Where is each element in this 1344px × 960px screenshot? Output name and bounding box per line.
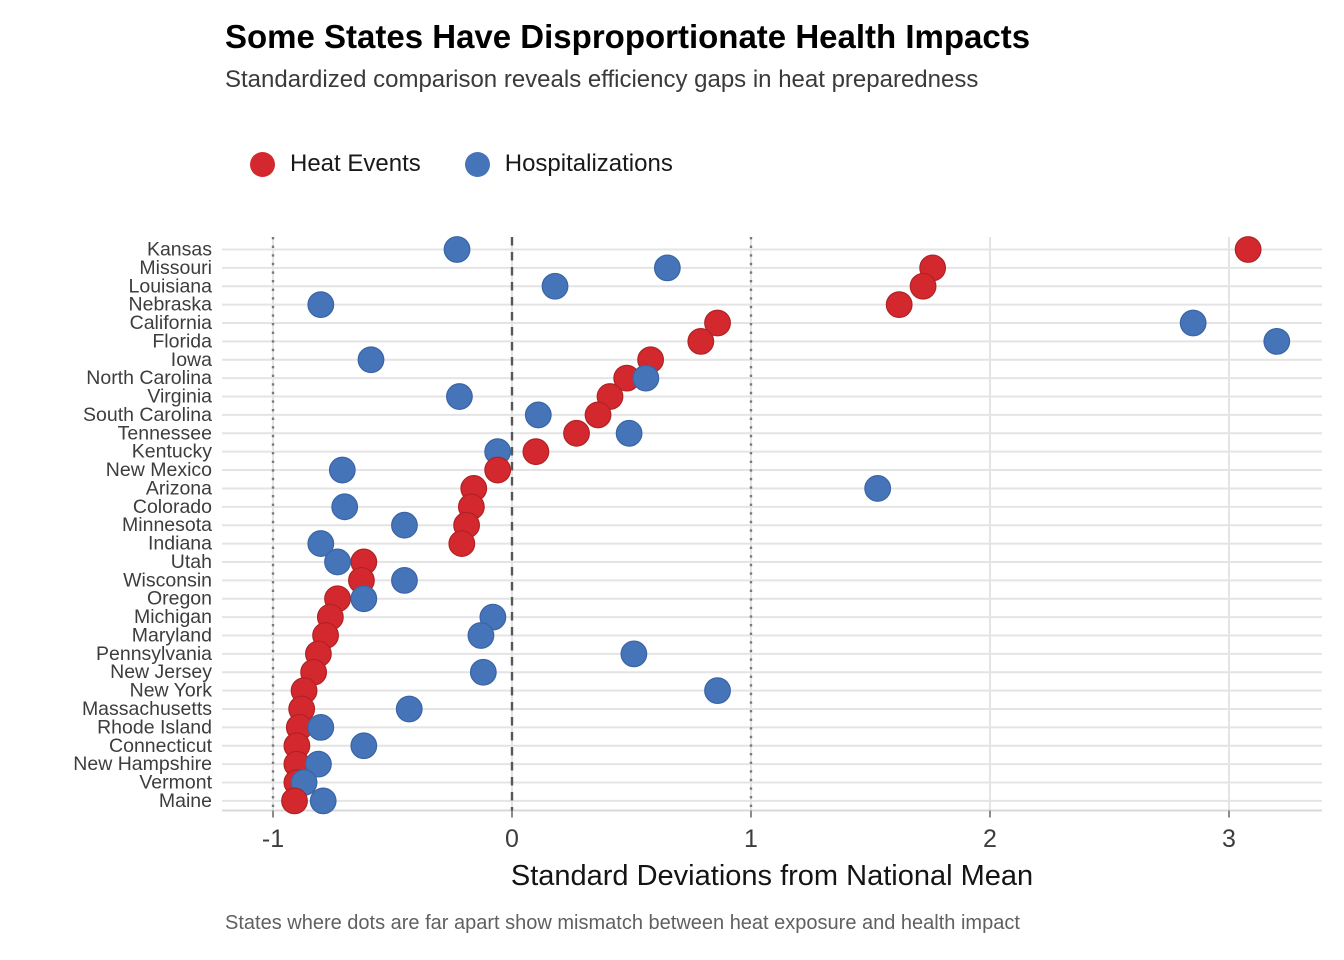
x-axis-tick-label: 2	[983, 825, 997, 853]
y-axis-label: Wisconsin	[123, 569, 212, 591]
heat-events-dot	[448, 530, 476, 557]
chart-title: Some States Have Disproportionate Health…	[225, 18, 1031, 55]
legend-label-heat-events: Heat Events	[290, 150, 421, 177]
hospitalizations-dot	[307, 713, 335, 741]
x-axis-title: Standard Deviations from National Mean	[511, 860, 1033, 892]
y-axis-label: Pennsylvania	[96, 643, 212, 665]
hospitalizations-dot	[467, 622, 495, 649]
y-axis-label: South Carolina	[83, 404, 212, 426]
y-axis-label: Massachusetts	[82, 698, 212, 720]
chart-subtitle: Standardized comparison reveals efficien…	[225, 66, 979, 93]
y-axis-label: Tennessee	[118, 422, 212, 444]
hospitalizations-dot	[350, 732, 378, 760]
y-axis-label: Louisiana	[129, 275, 213, 297]
hospitalizations-dot	[615, 419, 643, 447]
hospitalizations-swatch-icon	[464, 151, 490, 177]
x-axis-tick-label: 0	[505, 825, 519, 853]
y-axis-label: Arizona	[146, 477, 212, 499]
y-axis-label: Colorado	[133, 496, 212, 518]
y-axis-label: Iowa	[171, 349, 212, 371]
legend-label-hospitalizations: Hospitalizations	[504, 150, 673, 177]
hospitalizations-dot	[864, 475, 892, 502]
y-axis-label: New Mexico	[106, 459, 212, 481]
hospitalizations-dot	[391, 566, 418, 594]
heat-events-dot	[281, 787, 308, 815]
y-axis-label: Rhode Island	[97, 716, 212, 738]
legend-item-heat-events: Heat Events	[250, 150, 421, 178]
y-axis-label: New Hampshire	[73, 753, 212, 775]
hospitalizations-dot	[443, 236, 471, 263]
heat-events-dot	[522, 438, 550, 466]
y-axis-label: Connecticut	[109, 735, 213, 757]
hospitalizations-dot	[395, 695, 423, 723]
y-axis-label: Kansas	[147, 239, 212, 261]
hospitalizations-dot	[620, 640, 648, 668]
hospitalizations-dot	[331, 493, 359, 521]
y-axis-label: Michigan	[134, 606, 212, 628]
hospitalizations-dot	[469, 658, 497, 686]
hospitalizations-dot	[307, 291, 335, 319]
x-axis-tick-label: -1	[262, 825, 284, 853]
chart-caption: States where dots are far apart show mis…	[225, 912, 1020, 934]
hospitalizations-dot	[305, 750, 332, 778]
y-axis-label: Kentucky	[132, 441, 212, 463]
y-axis-label: Indiana	[148, 533, 212, 555]
y-axis-label: North Carolina	[86, 367, 212, 389]
hospitalizations-dot	[1263, 328, 1291, 355]
legend: Heat Events Hospitalizations	[250, 150, 673, 178]
y-axis-label: New Jersey	[110, 661, 212, 683]
heat-events-dot	[584, 401, 612, 429]
y-axis-label: Maine	[159, 790, 212, 812]
heat-events-swatch-icon	[250, 151, 275, 177]
heat-events-dot	[1234, 236, 1262, 263]
y-axis-label: Florida	[152, 330, 212, 352]
y-axis-label: Utah	[171, 551, 212, 573]
y-axis-label: New York	[130, 680, 213, 702]
heat-events-dot	[704, 309, 731, 337]
hospitalizations-dot	[632, 364, 660, 392]
heat-events-dot	[885, 291, 913, 319]
legend-item-hospitalizations: Hospitalizations	[464, 150, 673, 178]
hospitalizations-dot	[328, 456, 356, 484]
heat-events-dot	[484, 456, 512, 484]
hospitalizations-dot	[391, 511, 418, 539]
hospitalizations-dot	[541, 272, 569, 300]
hospitalizations-dot	[704, 677, 731, 705]
hospitalizations-dot	[524, 401, 552, 429]
hospitalizations-dot	[653, 254, 681, 282]
heat-events-dot	[687, 328, 715, 355]
heat-events-dot	[909, 272, 937, 300]
y-axis-label: Minnesota	[122, 514, 212, 536]
hospitalizations-dot	[324, 548, 351, 576]
hospitalizations-dot	[357, 346, 385, 374]
hospitalizations-dot	[1179, 309, 1207, 337]
y-axis-label: Oregon	[147, 588, 212, 610]
y-axis-label: Maryland	[132, 624, 212, 646]
y-axis-label: Virginia	[147, 386, 212, 408]
x-axis-tick-label: 3	[1222, 825, 1236, 853]
y-axis-label: Nebraska	[129, 294, 213, 316]
hospitalizations-dot	[307, 530, 335, 557]
x-axis-tick-label: 1	[744, 825, 758, 853]
hospitalizations-dot	[350, 585, 378, 613]
y-axis-label: Missouri	[139, 257, 212, 279]
hospitalizations-dot	[309, 787, 337, 815]
y-axis-label: California	[130, 312, 213, 334]
y-axis-label: Vermont	[139, 772, 212, 794]
hospitalizations-dot	[446, 383, 473, 410]
heat-events-dot	[563, 419, 590, 447]
